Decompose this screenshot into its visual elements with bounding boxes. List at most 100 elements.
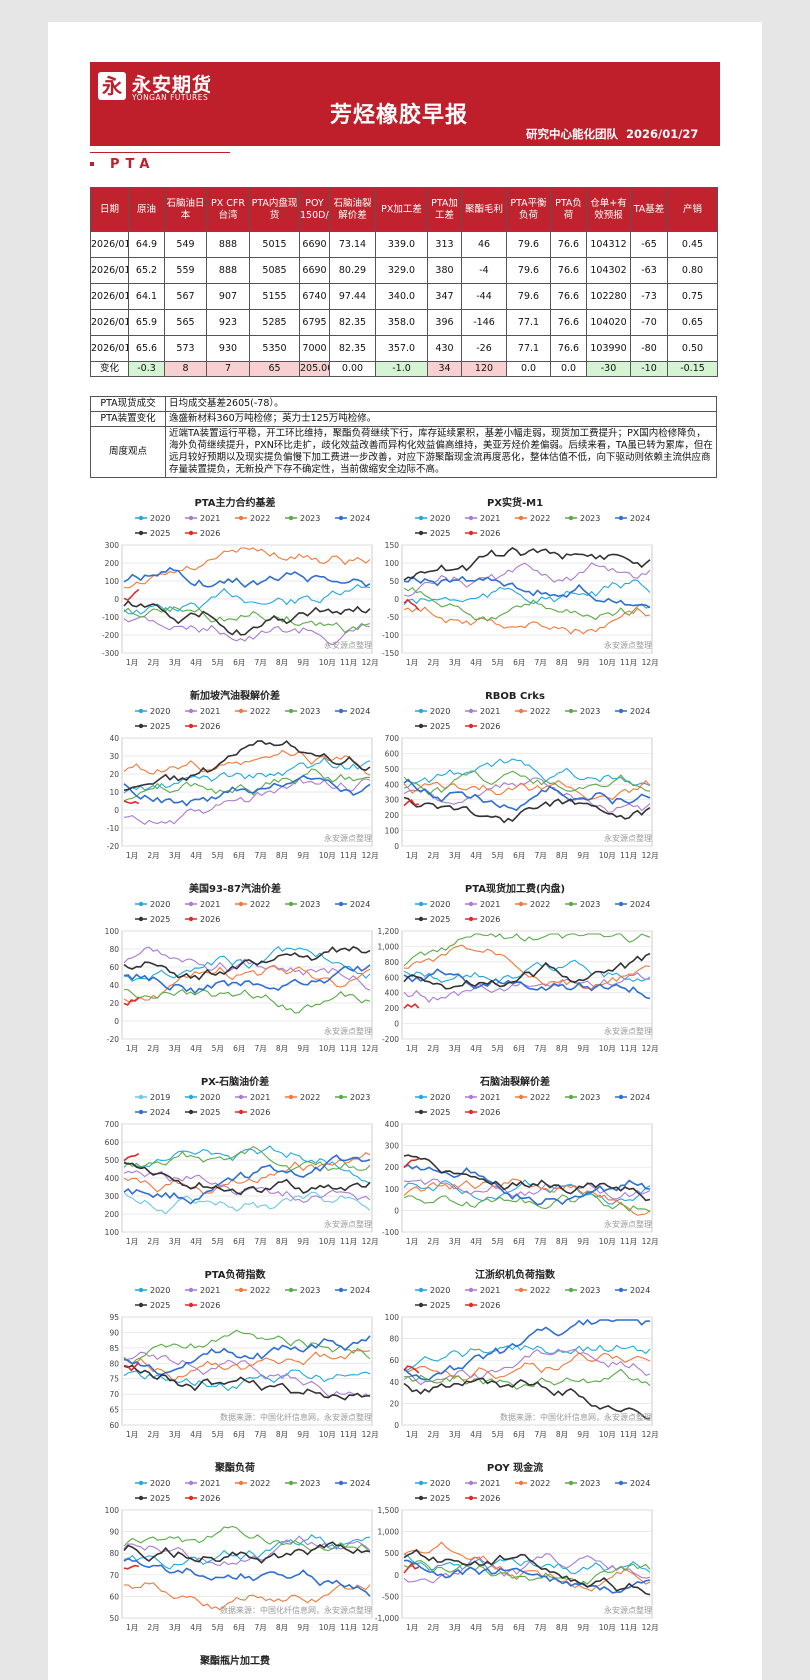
- chart-7: 石脑油裂解价差 2020 2021 2022 2023 2024 2025 2026 400 30…: [370, 1074, 660, 1249]
- series-line: [403, 1553, 651, 1584]
- y-tick-label: -20: [107, 842, 119, 851]
- table-cell: 5085: [249, 257, 300, 284]
- legend-item: 2026: [465, 1494, 500, 1503]
- table-cell: 64.9: [128, 231, 165, 258]
- y-tick-label: 0: [394, 1206, 399, 1215]
- y-tick-label: -50: [387, 613, 399, 622]
- legend-label: 2023: [350, 1093, 370, 1102]
- table-cell: 79.6: [506, 231, 551, 258]
- chart-source: 数据来源：中国化纤信息网，永安源点整理: [220, 1606, 372, 1615]
- x-tick-label: 10月: [599, 851, 616, 860]
- x-tick-label: 1月: [406, 1623, 418, 1632]
- legend-item: 2023: [285, 514, 320, 523]
- legend-item: 2021: [465, 707, 500, 716]
- legend-label: 2025: [430, 915, 450, 924]
- legend-label: 2021: [250, 1093, 270, 1102]
- y-tick-label: 100: [105, 927, 120, 936]
- chart-svg: 聚酯瓶片加工费 2020 2021 2022 2023 2024: [150, 1654, 370, 1673]
- y-tick-label: 500: [385, 1549, 400, 1558]
- legend-item: 2025: [135, 915, 170, 924]
- legend-item: 2023: [300, 1672, 320, 1673]
- x-tick-label: 12月: [362, 1430, 379, 1439]
- legend-item: 2020: [135, 900, 170, 909]
- table-change-row: 变化-0.38765205.000.00-1.0341200.00.0-30-1…: [90, 361, 718, 377]
- table-cell: 888: [206, 257, 250, 284]
- table-header-cell: TA基差: [630, 187, 668, 232]
- series-line: [123, 988, 371, 1014]
- table-cell: 430: [427, 335, 462, 362]
- legend-item: 2024: [335, 1286, 370, 1295]
- legend-label: 2025: [430, 529, 450, 538]
- x-tick-label: 9月: [577, 658, 589, 667]
- plot-frame: [121, 1509, 373, 1619]
- y-tick-label: 1,000: [378, 942, 400, 951]
- legend-label: 2021: [480, 900, 500, 909]
- table-header-cell: PTA平衡负荷: [506, 187, 551, 232]
- table-cell: -44: [461, 283, 507, 310]
- y-tick-label: 65: [109, 1406, 119, 1415]
- y-tick-label: 100: [385, 559, 400, 568]
- x-tick-label: 2月: [147, 851, 159, 860]
- chart-svg: POY 现金流 2020 2021 2022 2023 2024 2025 2026 1,500…: [375, 1461, 659, 1632]
- y-tick-label: 40: [109, 981, 119, 990]
- legend-item: 2023: [565, 514, 600, 523]
- y-tick-label: -200: [382, 1035, 399, 1044]
- x-tick-label: 8月: [276, 658, 288, 667]
- y-tick-label: 95: [109, 1313, 119, 1322]
- series-line: [123, 1361, 140, 1372]
- legend-label: 2025: [150, 1301, 170, 1310]
- series-line: [403, 972, 651, 1003]
- report-title: 芳烃橡胶早报: [330, 103, 469, 128]
- legend-item: 2025: [415, 915, 450, 924]
- table-cell: 0.75: [667, 283, 718, 310]
- legend-label: 2022: [250, 900, 270, 909]
- x-tick-label: 12月: [642, 851, 659, 860]
- chart-1: PX实货-M1 2020 2021 2022 2023 2024 2025 2026 150 10…: [370, 495, 660, 670]
- legend-item: 2023: [565, 1093, 600, 1102]
- y-tick-label: 1,500: [378, 1506, 400, 1515]
- series-line: [123, 774, 371, 807]
- x-tick-label: 8月: [556, 1237, 568, 1246]
- series-line: [123, 945, 371, 983]
- legend-label: 2024: [350, 1286, 370, 1295]
- table-header-cell: POY 150D/48F: [299, 187, 330, 232]
- x-tick-label: 12月: [362, 1044, 379, 1053]
- chart-source: 永安源点整理: [604, 1220, 652, 1229]
- table-cell: 82.35: [329, 309, 376, 336]
- table-cell: 329.0: [375, 257, 428, 284]
- chart-svg: RBOB Crks 2020 2021 2022 2023 2024 2025 2026 700…: [385, 691, 659, 860]
- series-line: [123, 945, 371, 981]
- table-cell: 6690: [299, 257, 330, 284]
- legend-item: 2026: [465, 722, 500, 731]
- x-tick-label: 9月: [577, 1044, 589, 1053]
- series-line: [403, 952, 651, 990]
- change-cell: 65: [249, 361, 300, 377]
- x-tick-label: 1月: [406, 1237, 418, 1246]
- x-tick-label: 11月: [340, 1430, 357, 1439]
- x-tick-label: 4月: [470, 1623, 482, 1632]
- series-line: [403, 1318, 651, 1381]
- legend-label: 2024: [630, 900, 650, 909]
- chart-10: 聚酯负荷 2020 2021 2022 2023 2024 2025 2026 100 90 80 7…: [90, 1460, 380, 1635]
- legend-item: 2021: [185, 514, 220, 523]
- legend-item: 2026: [185, 722, 220, 731]
- x-tick-label: 8月: [556, 1623, 568, 1632]
- series-line: [123, 1525, 371, 1553]
- info-text: 近端TA装置运行平稳，开工环比维持，聚酯负荷继续下行，库存延续累积，基差小幅走弱…: [165, 426, 717, 478]
- x-tick-label: 7月: [254, 1237, 266, 1246]
- legend-item: 2021: [185, 1286, 220, 1295]
- y-tick-label: 0: [114, 806, 119, 815]
- x-tick-label: 5月: [212, 1623, 224, 1632]
- x-tick-label: 1月: [126, 1623, 138, 1632]
- legend-item: 2022: [250, 1672, 270, 1673]
- legend-label: 2021: [480, 707, 500, 716]
- legend-label: 2026: [200, 529, 220, 538]
- x-tick-label: 8月: [276, 1044, 288, 1053]
- x-tick-label: 8月: [556, 658, 568, 667]
- legend-item: 2021: [465, 1093, 500, 1102]
- x-tick-label: 10月: [599, 658, 616, 667]
- table-cell: 2026/01/23: [90, 309, 129, 336]
- legend-item: 2020: [415, 514, 450, 523]
- series-line: [123, 1541, 371, 1564]
- x-tick-label: 5月: [492, 1430, 504, 1439]
